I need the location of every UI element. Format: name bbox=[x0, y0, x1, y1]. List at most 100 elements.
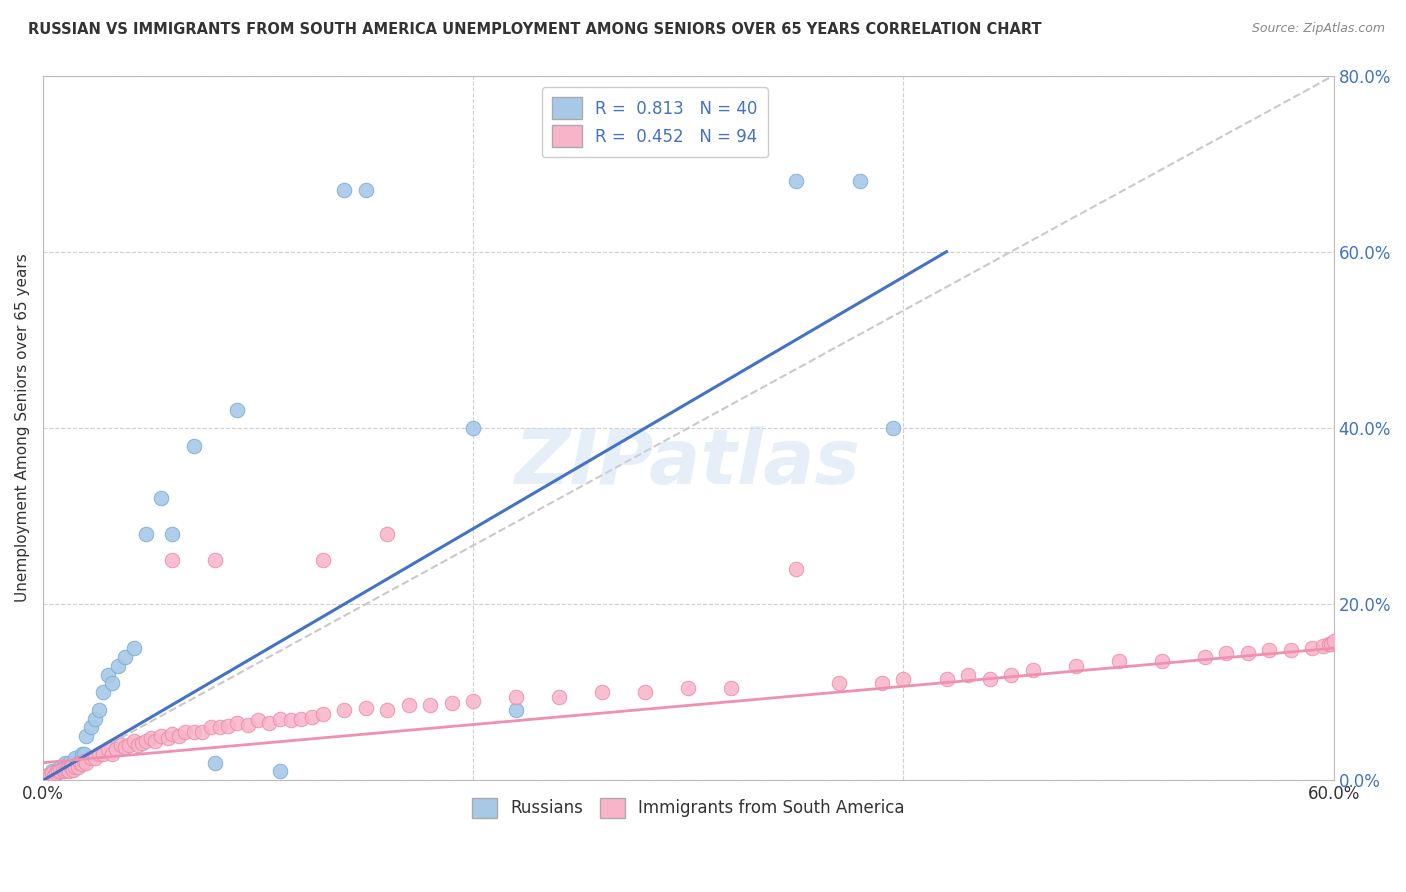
Point bbox=[1215, 646, 1237, 660]
Point bbox=[42, 769, 65, 783]
Point bbox=[354, 183, 377, 197]
Point bbox=[41, 764, 63, 779]
Point bbox=[83, 751, 105, 765]
Text: Source: ZipAtlas.com: Source: ZipAtlas.com bbox=[1251, 22, 1385, 36]
Point bbox=[720, 681, 742, 695]
Point bbox=[1194, 650, 1216, 665]
Point bbox=[49, 760, 72, 774]
Point bbox=[65, 760, 87, 774]
Point bbox=[114, 739, 136, 754]
Point bbox=[312, 553, 335, 567]
Point bbox=[174, 724, 197, 739]
Point bbox=[200, 721, 222, 735]
Point bbox=[66, 760, 89, 774]
Point bbox=[785, 562, 807, 576]
Point bbox=[828, 676, 851, 690]
Point bbox=[280, 714, 302, 728]
Point bbox=[1320, 637, 1343, 651]
Point bbox=[127, 738, 149, 752]
Point bbox=[65, 751, 87, 765]
Point bbox=[956, 667, 979, 681]
Point bbox=[49, 764, 72, 779]
Point bbox=[53, 756, 76, 770]
Point bbox=[1301, 641, 1323, 656]
Point bbox=[60, 760, 83, 774]
Point bbox=[1064, 658, 1087, 673]
Point bbox=[34, 769, 56, 783]
Point bbox=[93, 747, 115, 761]
Point bbox=[131, 736, 153, 750]
Point bbox=[118, 738, 141, 752]
Point bbox=[46, 764, 69, 779]
Point bbox=[333, 703, 356, 717]
Point bbox=[101, 747, 124, 761]
Point bbox=[893, 672, 915, 686]
Point bbox=[236, 718, 259, 732]
Point bbox=[56, 760, 79, 774]
Point bbox=[101, 676, 124, 690]
Legend: Russians, Immigrants from South America: Russians, Immigrants from South America bbox=[465, 791, 911, 825]
Point bbox=[60, 760, 83, 774]
Point bbox=[505, 690, 527, 704]
Point bbox=[38, 769, 60, 783]
Point bbox=[1323, 634, 1346, 648]
Point bbox=[73, 747, 96, 761]
Point bbox=[156, 731, 179, 745]
Point bbox=[419, 698, 441, 713]
Point bbox=[143, 733, 166, 747]
Point bbox=[1021, 663, 1043, 677]
Point bbox=[38, 769, 60, 783]
Point bbox=[110, 738, 132, 752]
Point bbox=[208, 721, 231, 735]
Point bbox=[97, 742, 120, 756]
Point bbox=[107, 658, 129, 673]
Point bbox=[183, 438, 205, 452]
Point bbox=[225, 403, 247, 417]
Point bbox=[678, 681, 700, 695]
Point bbox=[51, 763, 73, 777]
Point bbox=[150, 729, 173, 743]
Point bbox=[66, 756, 89, 770]
Point bbox=[56, 763, 79, 777]
Point bbox=[62, 763, 84, 777]
Point bbox=[37, 769, 59, 783]
Point bbox=[191, 724, 214, 739]
Point bbox=[135, 526, 157, 541]
Point bbox=[70, 747, 93, 761]
Point bbox=[114, 650, 136, 665]
Point bbox=[162, 727, 184, 741]
Point bbox=[1279, 643, 1302, 657]
Point bbox=[79, 721, 101, 735]
Point bbox=[217, 719, 239, 733]
Point bbox=[225, 716, 247, 731]
Text: RUSSIAN VS IMMIGRANTS FROM SOUTH AMERICA UNEMPLOYMENT AMONG SENIORS OVER 65 YEAR: RUSSIAN VS IMMIGRANTS FROM SOUTH AMERICA… bbox=[28, 22, 1042, 37]
Point bbox=[1108, 654, 1130, 668]
Point bbox=[375, 526, 398, 541]
Point bbox=[269, 712, 291, 726]
Point bbox=[463, 421, 485, 435]
Point bbox=[183, 724, 205, 739]
Point bbox=[247, 714, 270, 728]
Point bbox=[440, 696, 463, 710]
Point bbox=[290, 712, 312, 726]
Point bbox=[1000, 667, 1022, 681]
Point bbox=[135, 733, 157, 747]
Point bbox=[41, 766, 63, 780]
Point bbox=[463, 694, 485, 708]
Point bbox=[1236, 646, 1258, 660]
Point bbox=[1150, 654, 1173, 668]
Point bbox=[97, 667, 120, 681]
Point bbox=[73, 754, 96, 768]
Point bbox=[105, 742, 128, 756]
Point bbox=[548, 690, 571, 704]
Point bbox=[935, 672, 957, 686]
Point bbox=[162, 553, 184, 567]
Point bbox=[122, 733, 145, 747]
Point bbox=[785, 174, 807, 188]
Point bbox=[87, 747, 110, 761]
Point bbox=[301, 710, 323, 724]
Point bbox=[93, 685, 115, 699]
Point bbox=[79, 751, 101, 765]
Point bbox=[870, 676, 893, 690]
Point bbox=[37, 769, 59, 783]
